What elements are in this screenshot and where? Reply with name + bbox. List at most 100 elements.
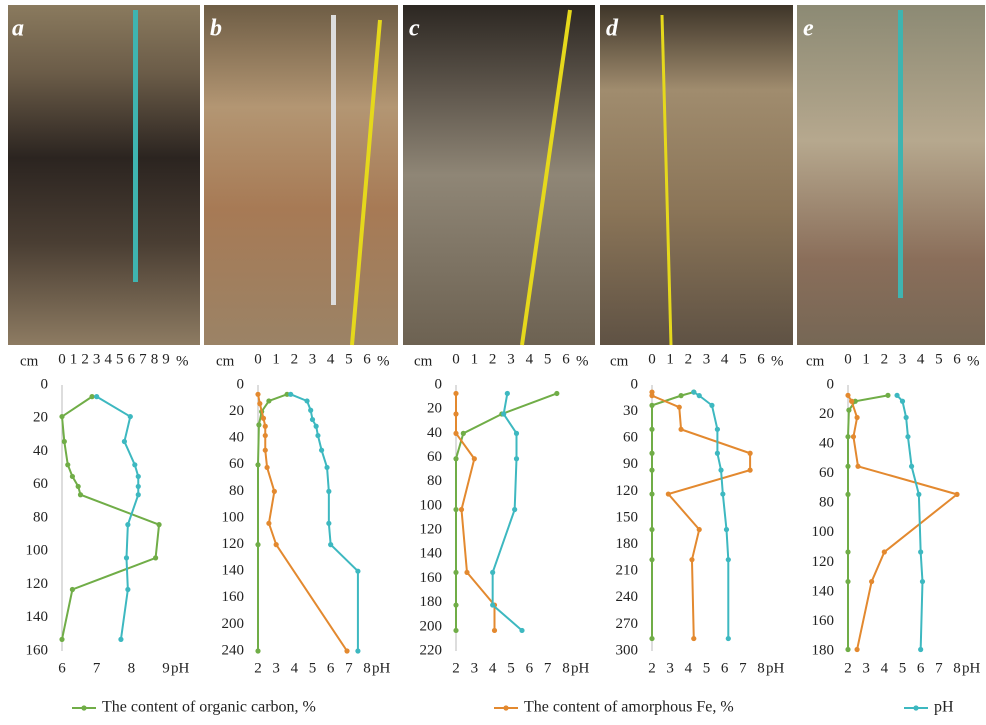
y-tick-label: 0: [631, 376, 639, 392]
point: [263, 424, 268, 429]
x-tick-label: 0: [648, 351, 656, 367]
ruler: [331, 15, 336, 305]
point: [153, 555, 158, 560]
point: [666, 491, 671, 496]
x-tick-label: 4: [917, 351, 925, 367]
point: [274, 542, 279, 547]
x-tick-label: 8: [151, 351, 159, 367]
point: [472, 456, 477, 461]
y-tick-label: 40: [819, 436, 834, 452]
point: [845, 549, 850, 554]
point: [136, 474, 141, 479]
point: [255, 462, 260, 467]
point: [649, 491, 654, 496]
point: [328, 542, 333, 547]
x2-tick-label: 3: [666, 660, 674, 676]
point: [845, 647, 850, 652]
point: [272, 489, 277, 494]
y-tick-label: 160: [222, 589, 245, 605]
x-tick-label: 2: [685, 351, 693, 367]
point: [70, 587, 75, 592]
y-tick-label: 0: [237, 376, 245, 392]
x-tick-label: 5: [739, 351, 747, 367]
point: [453, 602, 458, 607]
point: [854, 647, 859, 652]
point: [649, 393, 654, 398]
point: [649, 468, 654, 473]
x2-axis-unit: pH: [766, 660, 785, 676]
point: [720, 491, 725, 496]
point: [62, 439, 67, 444]
y-tick-label: 120: [420, 522, 443, 538]
y-tick-label: 240: [616, 589, 639, 605]
point: [310, 417, 315, 422]
y-tick-label: 160: [812, 613, 835, 629]
point: [649, 636, 654, 641]
point: [678, 393, 683, 398]
panel-label: b: [210, 16, 222, 42]
photo: [8, 5, 200, 345]
y-tick-label: 100: [26, 543, 49, 559]
figure: The content of organic carbon, %The cont…: [0, 0, 986, 720]
x-axis-unit: %: [176, 353, 189, 369]
x-tick-label: 6: [562, 351, 570, 367]
y-tick-label: 80: [33, 509, 48, 525]
y-tick-label: 40: [229, 430, 244, 446]
point: [691, 636, 696, 641]
point: [649, 403, 654, 408]
ruler: [133, 10, 138, 282]
point: [918, 647, 923, 652]
panel-label: c: [409, 16, 420, 42]
x-tick-label: 0: [844, 351, 852, 367]
point: [854, 415, 859, 420]
y-tick-label: 20: [229, 403, 244, 419]
x2-tick-label: 7: [345, 660, 353, 676]
y-tick-label: 160: [420, 570, 443, 586]
point: [76, 484, 81, 489]
series-line: [848, 395, 957, 649]
point: [453, 456, 458, 461]
x-tick-label: 4: [526, 351, 534, 367]
point: [266, 398, 271, 403]
y-tick-label: 20: [33, 410, 48, 426]
y-tick-label: 60: [623, 430, 638, 446]
point: [459, 507, 464, 512]
x-tick-label: 4: [327, 351, 335, 367]
y-tick-label: 40: [427, 425, 442, 441]
point: [677, 405, 682, 410]
y-tick-label: 180: [420, 594, 443, 610]
x-tick-label: 0: [452, 351, 460, 367]
point: [453, 570, 458, 575]
y-tick-label: 60: [819, 465, 834, 481]
point: [748, 468, 753, 473]
y-tick-label: 80: [819, 495, 834, 511]
x2-tick-label: 6: [327, 660, 335, 676]
series-line: [652, 392, 750, 638]
x2-tick-label: 8: [128, 660, 136, 676]
x2-tick-label: 2: [452, 660, 460, 676]
point: [453, 411, 458, 416]
y-tick-label: 200: [420, 618, 443, 634]
point: [954, 492, 959, 497]
point: [257, 401, 262, 406]
point: [256, 422, 261, 427]
point: [261, 416, 266, 421]
x-tick-label: 2: [291, 351, 299, 367]
x2-tick-label: 6: [58, 660, 66, 676]
point: [156, 522, 161, 527]
x-tick-label: 1: [471, 351, 479, 367]
panel-label: e: [803, 16, 814, 42]
y-tick-label: 150: [616, 509, 639, 525]
point: [845, 434, 850, 439]
x-axis-unit: %: [771, 353, 784, 369]
point: [453, 507, 458, 512]
point: [124, 555, 129, 560]
x2-tick-label: 2: [844, 660, 852, 676]
point: [128, 414, 133, 419]
point: [849, 399, 854, 404]
x2-tick-label: 6: [526, 660, 534, 676]
x2-tick-label: 2: [648, 660, 656, 676]
point: [136, 484, 141, 489]
point: [490, 570, 495, 575]
y-tick-label: 240: [222, 642, 245, 658]
